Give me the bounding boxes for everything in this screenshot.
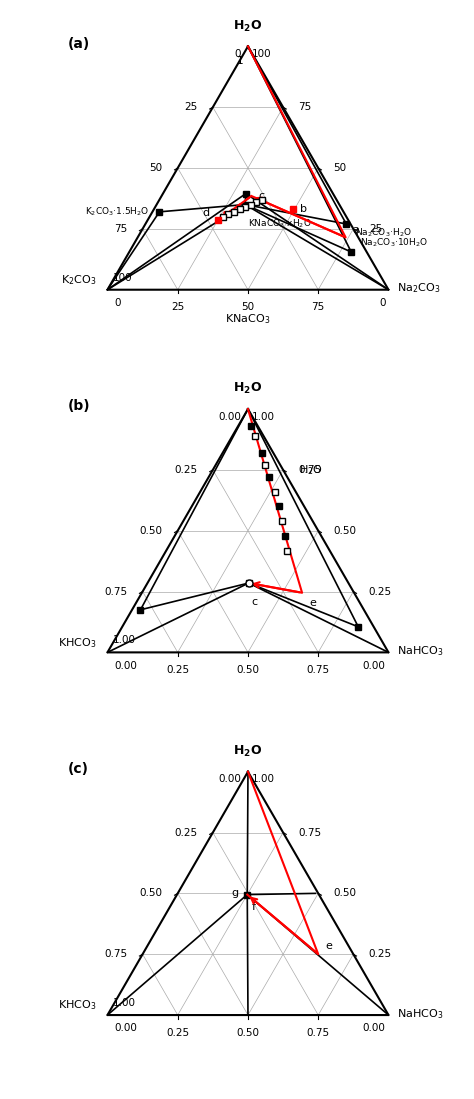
Text: 0.50: 0.50 (237, 665, 259, 675)
Text: 1.00: 1.00 (113, 635, 136, 645)
Text: 0.00: 0.00 (115, 1023, 137, 1033)
Text: 0: 0 (235, 49, 241, 59)
Text: 0.75: 0.75 (307, 1028, 330, 1037)
Text: e: e (309, 598, 316, 609)
Text: 1.00: 1.00 (252, 412, 275, 422)
Text: a: a (353, 224, 359, 234)
Text: NaHCO$_3$: NaHCO$_3$ (397, 644, 443, 658)
Text: g: g (232, 888, 239, 898)
Text: H$_2$O: H$_2$O (234, 381, 263, 397)
Text: 0.25: 0.25 (369, 587, 392, 597)
Text: 0.50: 0.50 (139, 525, 162, 535)
Text: d: d (202, 208, 210, 218)
Text: KNaCO$_3$: KNaCO$_3$ (225, 312, 271, 326)
Text: H$_2$O: H$_2$O (234, 19, 263, 34)
Text: 0.25: 0.25 (166, 1028, 189, 1037)
Text: f: f (252, 901, 255, 911)
Text: 100: 100 (113, 273, 133, 282)
Text: 0.00: 0.00 (363, 660, 386, 670)
Text: 0.00: 0.00 (363, 1023, 386, 1033)
Text: c: c (252, 597, 257, 607)
Text: 0.00: 0.00 (115, 660, 137, 670)
Text: e: e (325, 942, 332, 952)
Text: 50: 50 (241, 302, 255, 312)
Text: NaHCO$_3$: NaHCO$_3$ (397, 1007, 443, 1021)
Text: 0.75: 0.75 (307, 665, 330, 675)
Text: Na$_2$CO$_3$: Na$_2$CO$_3$ (397, 281, 440, 296)
Text: 1: 1 (237, 56, 243, 66)
Text: 100: 100 (252, 49, 272, 59)
Text: 75: 75 (299, 102, 312, 112)
Text: 0.50: 0.50 (139, 888, 162, 898)
Text: K$_2$CO$_3$·1.5H$_2$O: K$_2$CO$_3$·1.5H$_2$O (85, 206, 150, 218)
Text: KHCO$_3$: KHCO$_3$ (58, 999, 96, 1012)
Text: 0.50: 0.50 (237, 1028, 259, 1037)
Text: 25: 25 (184, 102, 197, 112)
Text: Na$_2$CO$_3$·H$_2$O: Na$_2$CO$_3$·H$_2$O (355, 226, 411, 240)
Text: 0.25: 0.25 (166, 665, 189, 675)
Text: (b): (b) (68, 399, 91, 413)
Text: 0.75: 0.75 (299, 465, 322, 475)
Text: 0.50: 0.50 (334, 888, 356, 898)
Text: 75: 75 (311, 302, 325, 312)
Text: 0.25: 0.25 (174, 828, 197, 837)
Text: 0: 0 (115, 298, 121, 308)
Text: 1.00: 1.00 (113, 998, 136, 1008)
Text: 0.50: 0.50 (334, 525, 356, 535)
Text: c: c (258, 191, 264, 201)
Text: 0.00: 0.00 (218, 775, 241, 785)
Text: Na$_2$CO$_3$·10H$_2$O: Na$_2$CO$_3$·10H$_2$O (360, 236, 428, 249)
Text: 25: 25 (171, 302, 184, 312)
Text: b: b (300, 204, 307, 214)
Text: KNaCO$_3$ xH$_2$O: KNaCO$_3$ xH$_2$O (248, 218, 311, 230)
Text: 50: 50 (149, 163, 162, 173)
Text: K$_2$CO$_3$: K$_2$CO$_3$ (61, 274, 96, 287)
Text: (c): (c) (68, 762, 89, 776)
Text: 0.75: 0.75 (104, 587, 127, 597)
Text: 75: 75 (114, 224, 127, 234)
Text: 0.25: 0.25 (174, 465, 197, 475)
Text: 0.25: 0.25 (369, 950, 392, 959)
Text: 0: 0 (379, 298, 386, 308)
Text: H$_2$O: H$_2$O (299, 463, 322, 477)
Text: 0.75: 0.75 (104, 950, 127, 959)
Text: (a): (a) (68, 36, 91, 51)
Text: 0.75: 0.75 (299, 828, 322, 837)
Text: 25: 25 (369, 224, 382, 234)
Text: 1.00: 1.00 (252, 775, 275, 785)
Text: H$_2$O: H$_2$O (234, 744, 263, 759)
Text: 50: 50 (334, 163, 347, 173)
Text: KHCO$_3$: KHCO$_3$ (58, 636, 96, 650)
Text: 0.00: 0.00 (218, 412, 241, 422)
